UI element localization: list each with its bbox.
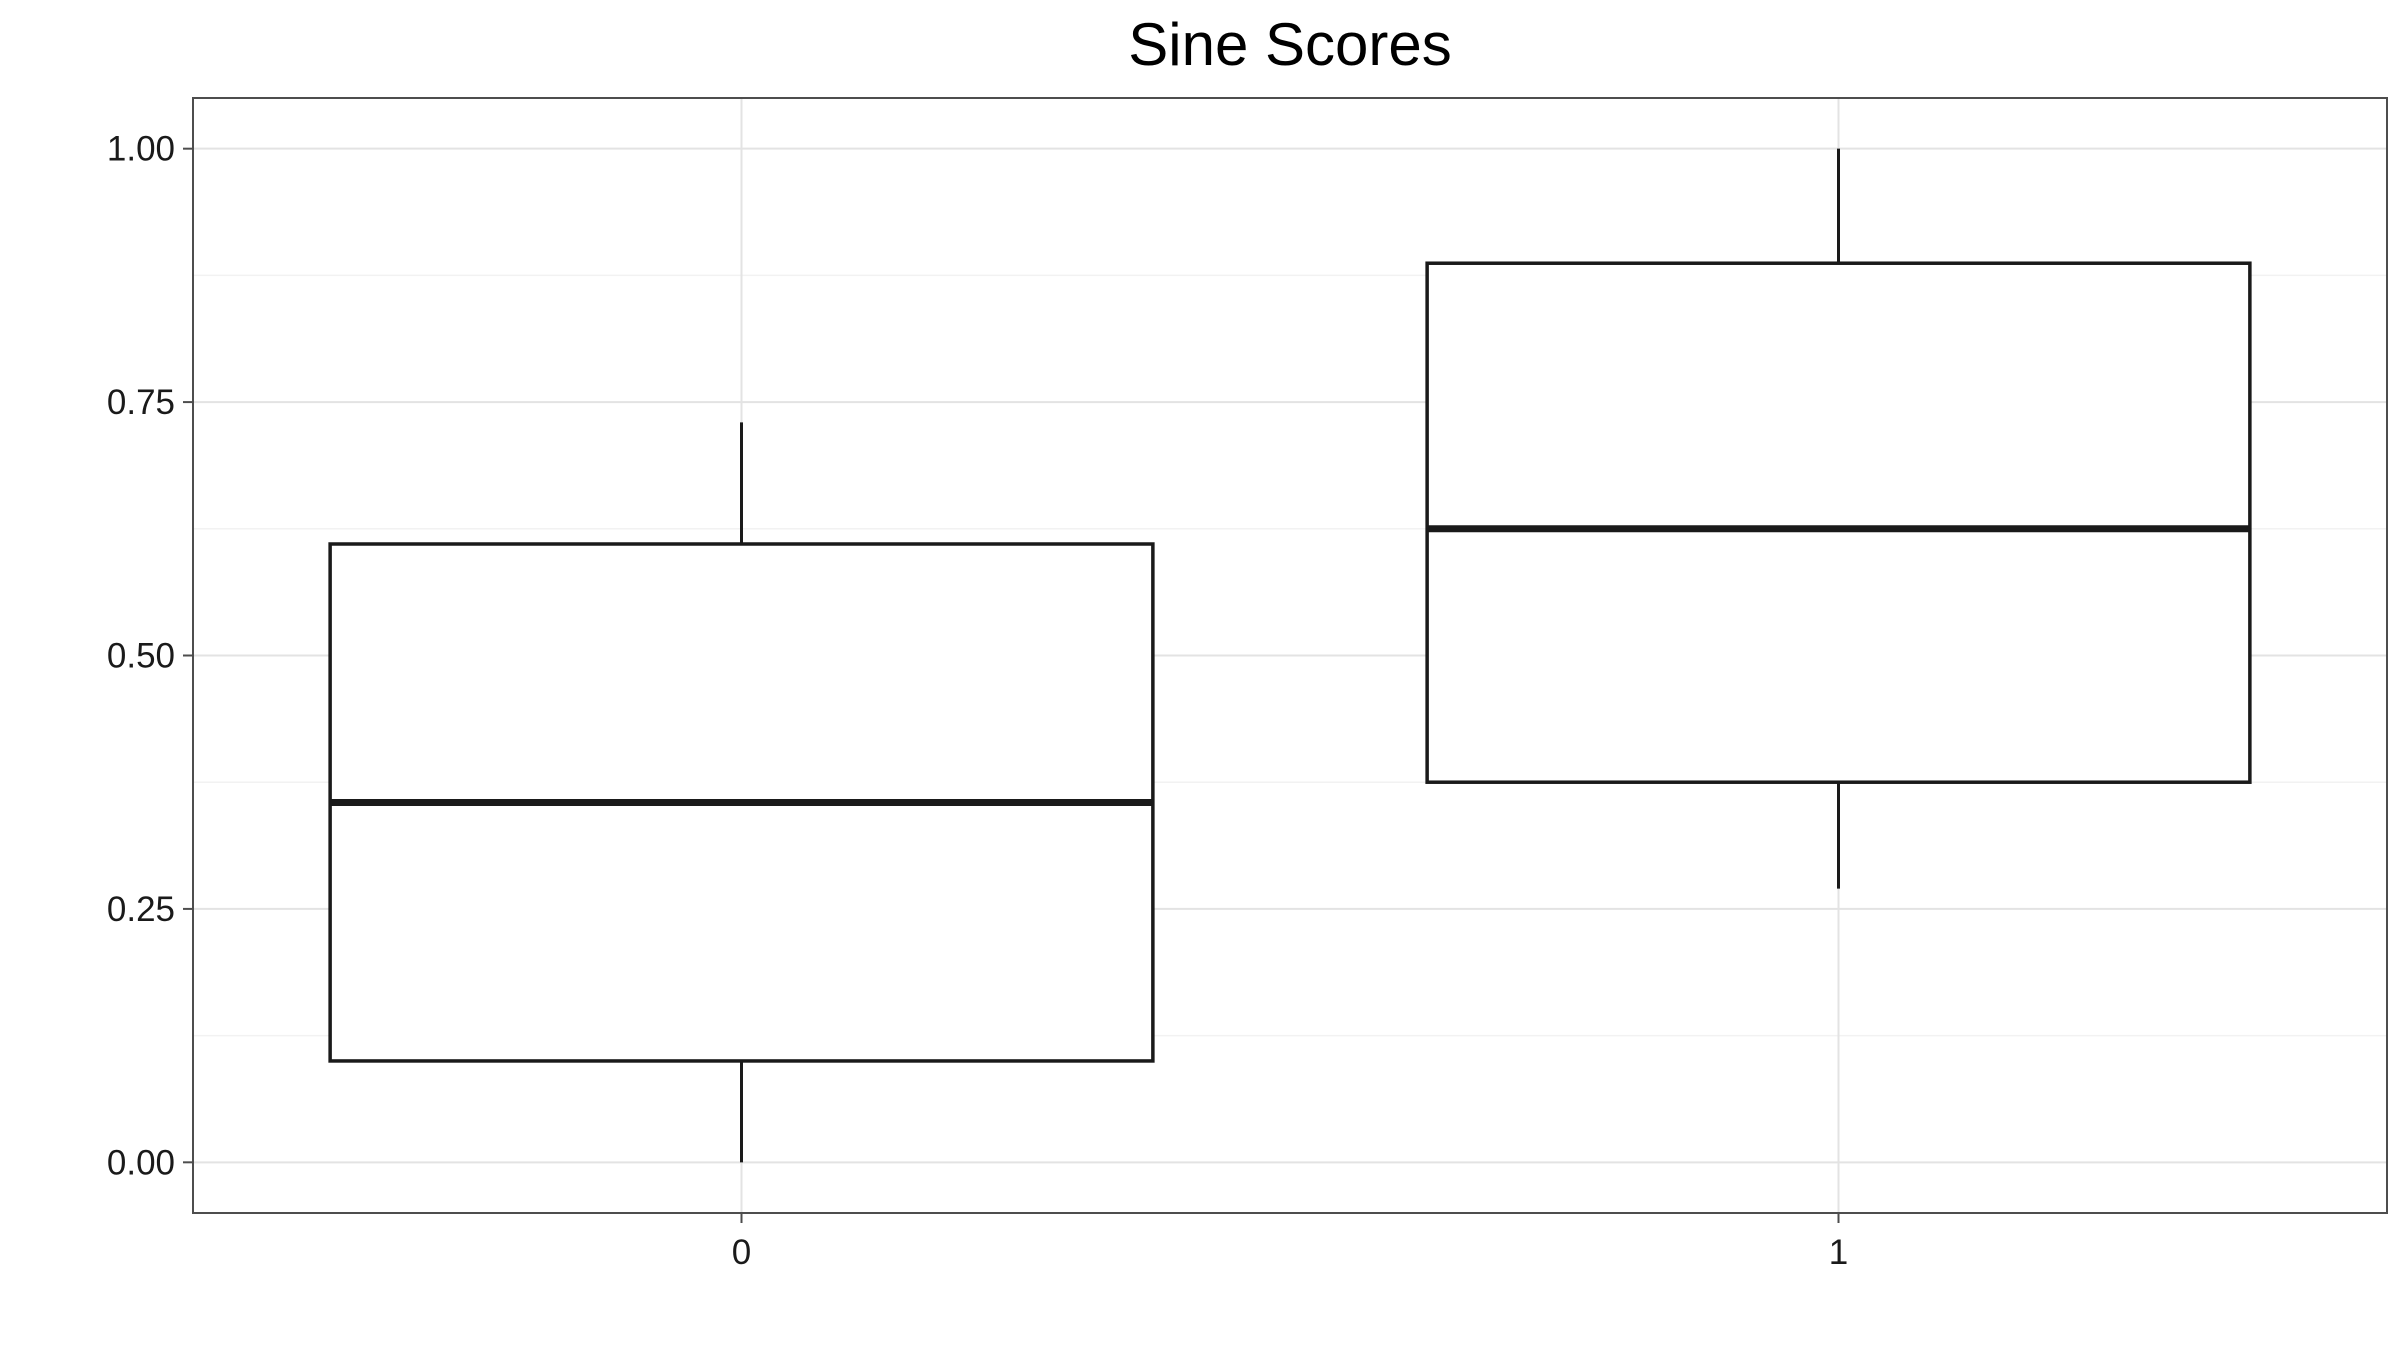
x-tick-label: 0	[732, 1233, 751, 1272]
boxes	[328, 148, 2252, 1163]
chart-title: Sine Scores	[1128, 11, 1452, 78]
box-1	[1425, 148, 2252, 889]
y-tick-label: 0.00	[107, 1143, 175, 1182]
box-iqr	[1425, 261, 2252, 784]
box-0	[328, 422, 1155, 1163]
y-tick-label: 0.50	[107, 637, 175, 676]
y-tick-label: 0.75	[107, 383, 175, 422]
y-tick-label: 1.00	[107, 130, 175, 169]
y-tick-label: 0.25	[107, 890, 175, 929]
x-tick-label: 1	[1829, 1233, 1848, 1272]
y-axis: 0.00 0.25 0.50 0.75 1.00	[107, 130, 193, 1182]
